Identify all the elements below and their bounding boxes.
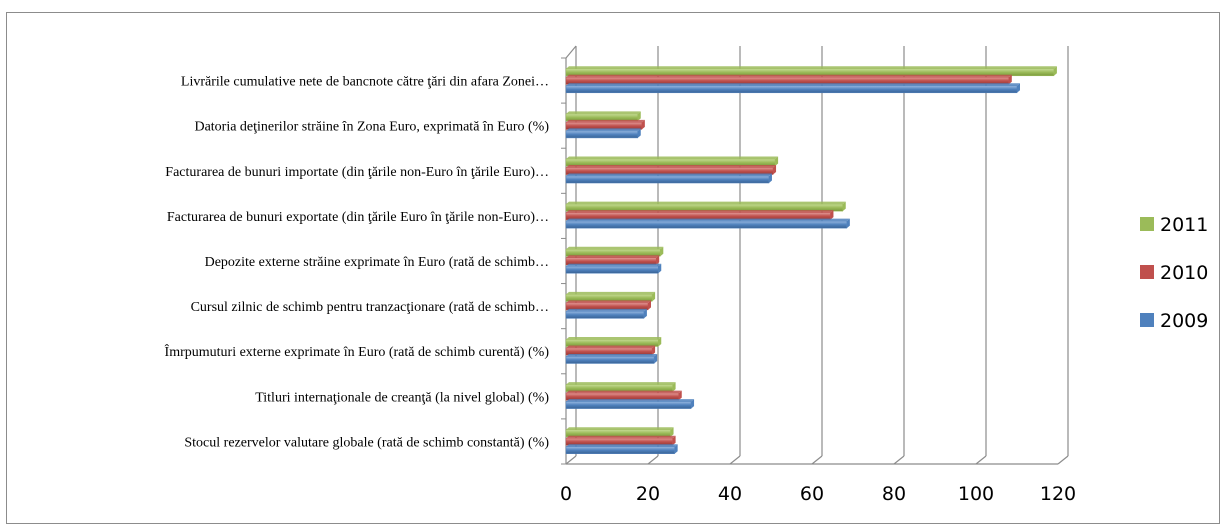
x-tick-label: 120 xyxy=(1040,483,1076,505)
bar xyxy=(565,66,1057,77)
x-tick-label: 80 xyxy=(882,483,906,505)
bar xyxy=(565,399,695,409)
x-tick-label: 100 xyxy=(958,483,994,505)
bar xyxy=(565,210,834,220)
bar xyxy=(565,119,645,130)
legend-label: 2009 xyxy=(1160,310,1208,332)
legend-label: 2010 xyxy=(1160,262,1208,284)
x-tick-label: 0 xyxy=(560,483,572,505)
bar xyxy=(565,83,1020,94)
bar xyxy=(565,291,656,302)
legend-swatch xyxy=(1140,313,1154,327)
bar xyxy=(565,300,651,311)
floor-line xyxy=(1057,455,1069,465)
legend: 2011 2010 2009 xyxy=(1140,214,1208,332)
bar xyxy=(565,427,674,437)
bar xyxy=(565,201,846,212)
bar xyxy=(565,255,660,265)
legend-label: 2011 xyxy=(1160,214,1208,236)
bar xyxy=(565,345,656,356)
bar xyxy=(565,246,664,257)
bar xyxy=(565,74,1012,85)
category-label: Datoria deţinerilor străine în Zona Euro… xyxy=(194,120,549,135)
floor-line xyxy=(647,455,659,465)
bar xyxy=(565,173,772,184)
bar xyxy=(565,435,676,446)
bar xyxy=(565,165,777,175)
category-labels: Livrările cumulative nete de bancnote că… xyxy=(165,75,550,451)
legend-item: 2011 xyxy=(1140,214,1208,236)
category-label: Facturarea de bunuri importate (din ţări… xyxy=(165,165,549,180)
floor-line xyxy=(893,455,905,465)
bars xyxy=(565,66,1057,454)
floor-line xyxy=(729,455,741,465)
legend-item: 2009 xyxy=(1140,310,1208,332)
category-label: Facturarea de bunuri exportate (din ţări… xyxy=(167,210,549,225)
bar xyxy=(565,353,658,364)
floor-line xyxy=(565,455,577,465)
bar xyxy=(565,218,850,229)
bar xyxy=(565,111,641,122)
bar xyxy=(565,263,662,274)
bar xyxy=(565,444,678,454)
legend-swatch xyxy=(1140,265,1154,279)
category-label: Stocul rezervelor valutare globale (rată… xyxy=(184,435,549,450)
x-tick-label: 60 xyxy=(800,483,824,505)
floor-line xyxy=(975,455,987,465)
bar xyxy=(565,308,647,319)
x-tick-label: 40 xyxy=(718,483,742,505)
x-axis-ticks: 0 20 40 60 80 100 120 xyxy=(560,483,1076,505)
category-label: Depozite externe străine exprimate în Eu… xyxy=(205,255,549,270)
bar xyxy=(565,336,662,347)
axis-depth-line xyxy=(565,45,577,59)
legend-swatch xyxy=(1140,217,1154,231)
legend-item: 2010 xyxy=(1140,262,1208,284)
x-tick-label: 20 xyxy=(636,483,660,505)
bar xyxy=(565,128,641,139)
category-label: Titluri internaţionale de creanţă (la ni… xyxy=(255,390,549,405)
category-label: Cursul zilnic de schimb pentru tranzacţi… xyxy=(191,300,549,315)
category-label: Îmrpumuturi externe exprimate în Euro (r… xyxy=(165,343,550,360)
floor-line xyxy=(811,455,823,465)
category-label: Livrările cumulative nete de bancnote că… xyxy=(181,75,549,90)
bar xyxy=(565,390,682,401)
bar xyxy=(565,382,676,392)
bar xyxy=(565,156,779,167)
